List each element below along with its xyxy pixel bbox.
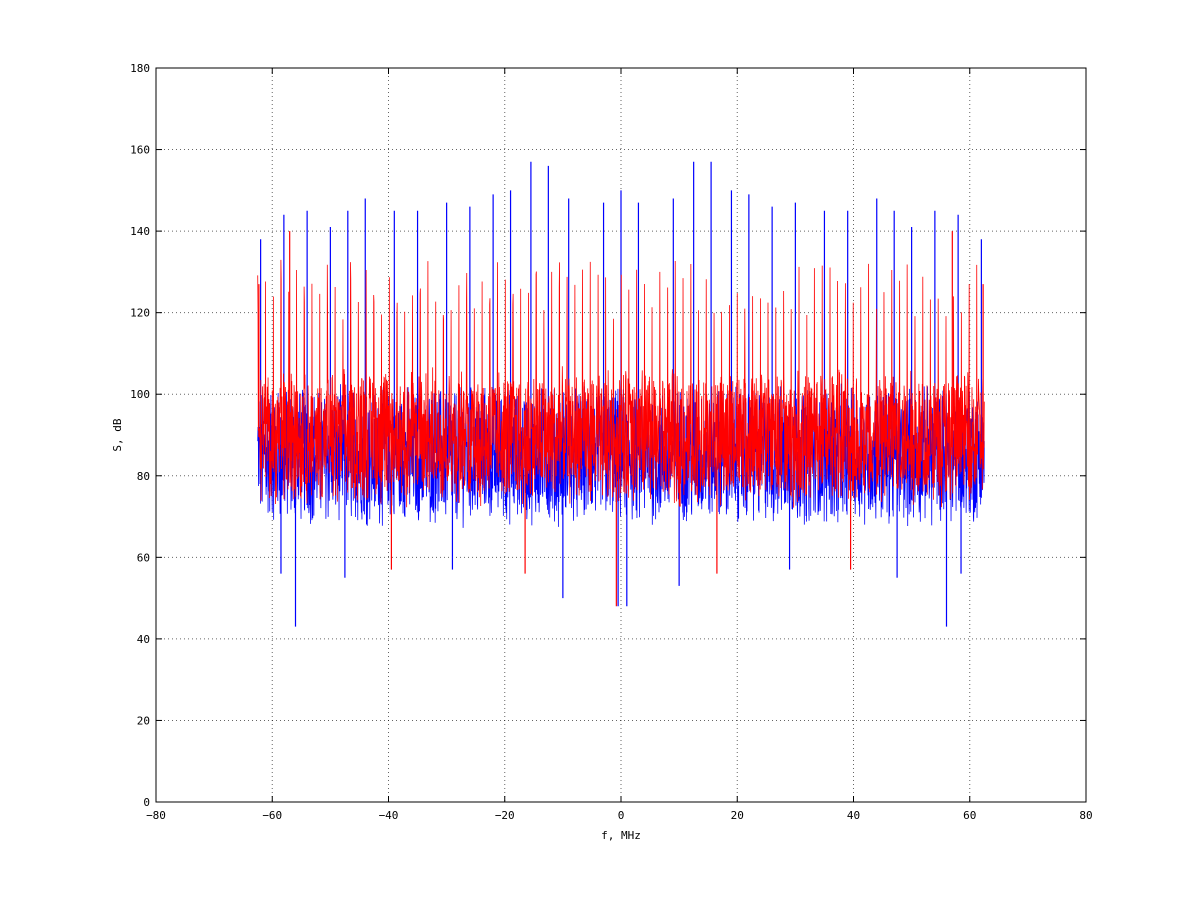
series-layer (257, 161, 985, 627)
y-tick-label: 0 (143, 796, 150, 809)
x-tick-label: −20 (495, 809, 515, 822)
x-tick-label: 0 (618, 809, 625, 822)
y-tick-label: 60 (137, 551, 150, 564)
series-red (257, 231, 985, 607)
tick-layer: −80 −60 −40 −20 0 20 40 60 80 0 20 40 60 80 100 120 140 1… (130, 62, 1093, 822)
x-tick-label: 20 (731, 809, 744, 822)
y-tick-label: 160 (130, 144, 150, 157)
y-tick-label: 40 (137, 633, 150, 646)
x-tick-label: −40 (379, 809, 399, 822)
y-tick-label: 100 (130, 388, 150, 401)
y-tick-label: 180 (130, 62, 150, 75)
x-tick-label: −60 (262, 809, 282, 822)
y-tick-label: 80 (137, 470, 150, 483)
x-tick-label: 40 (847, 809, 860, 822)
y-tick-label: 20 (137, 714, 150, 727)
y-axis-label: S, dB (111, 418, 124, 451)
x-tick-label: 80 (1079, 809, 1092, 822)
x-tick-label: 60 (963, 809, 976, 822)
y-tick-label: 140 (130, 225, 150, 238)
series-trace (257, 259, 985, 508)
y-tick-label: 120 (130, 307, 150, 320)
x-tick-label: −80 (146, 809, 166, 822)
x-axis-label: f, MHz (601, 829, 641, 842)
